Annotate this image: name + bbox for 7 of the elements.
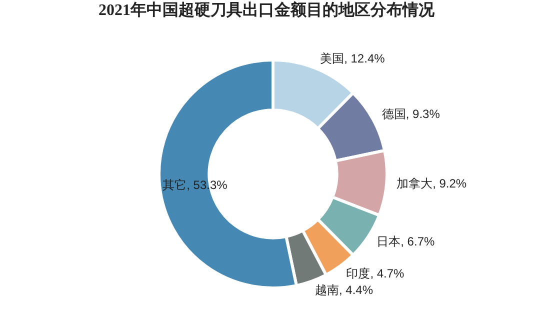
- slice-label: 印度, 4.7%: [346, 266, 405, 280]
- chart-title: 2021年中国超硬刀具出口金额目的地区分布情况: [98, 0, 436, 21]
- slice-label: 加拿大, 9.2%: [396, 176, 467, 190]
- slice-label: 德国, 9.3%: [382, 106, 440, 121]
- slice-label: 日本, 6.7%: [376, 234, 435, 248]
- slice-label: 美国, 12.4%: [320, 52, 386, 66]
- slice-label: 越南, 4.4%: [315, 282, 374, 297]
